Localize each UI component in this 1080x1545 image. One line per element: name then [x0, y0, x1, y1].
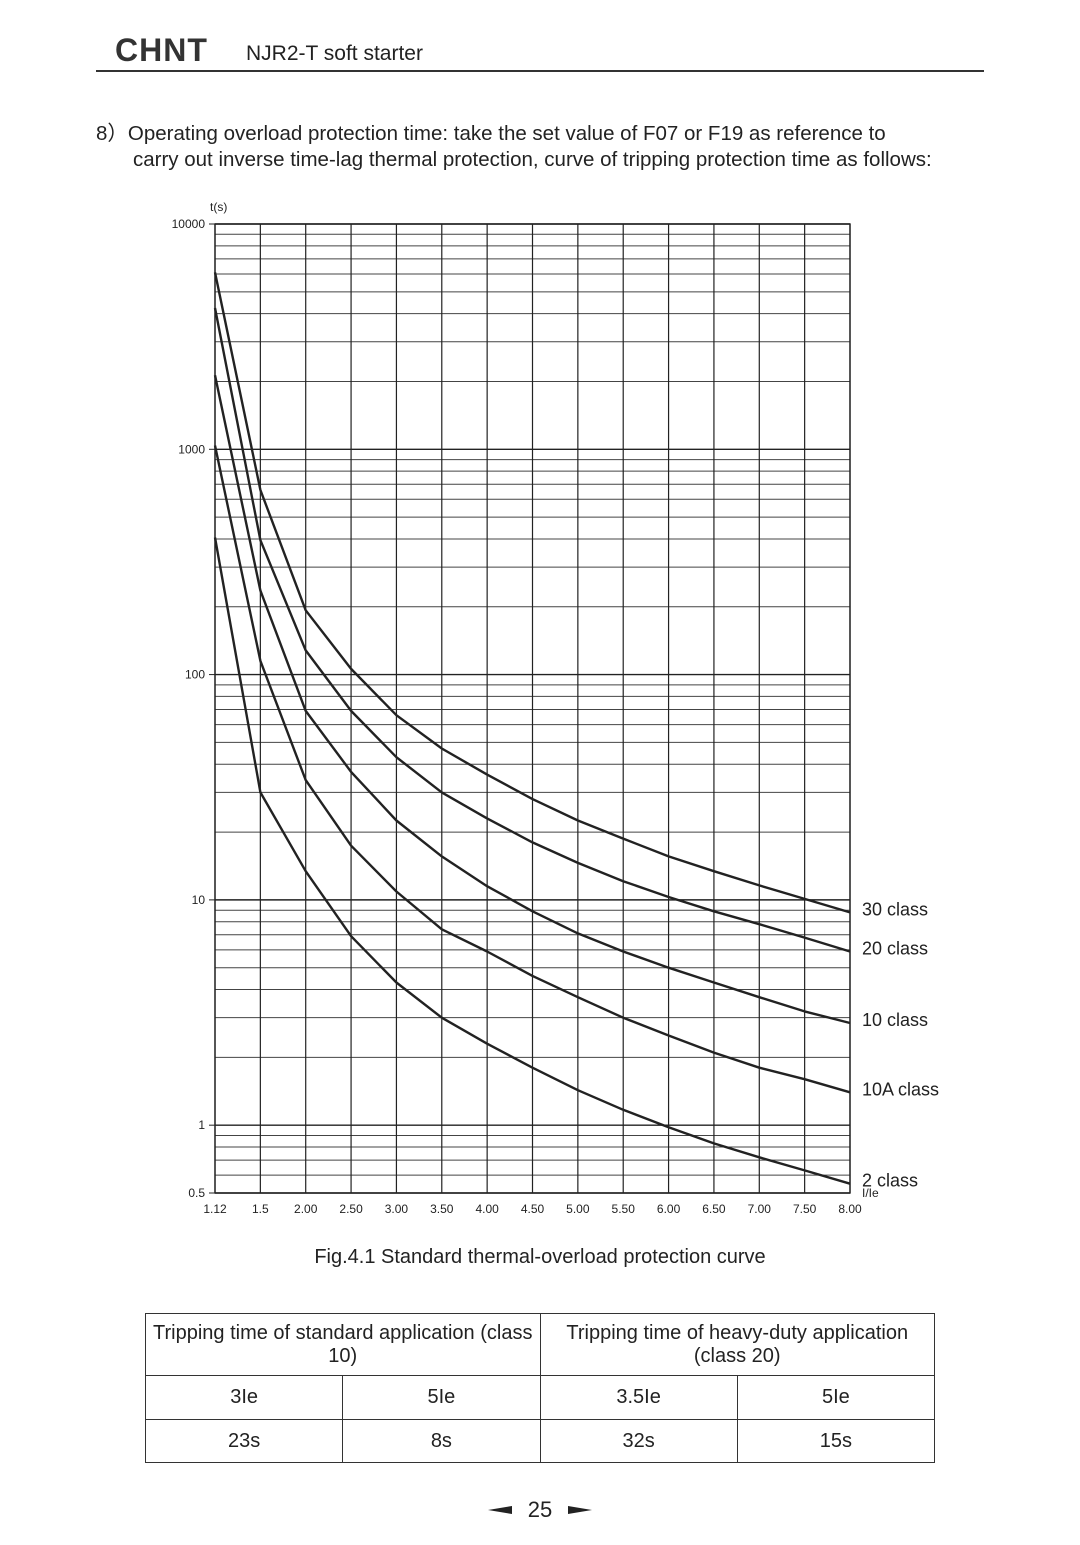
plot-frame	[214, 223, 851, 1194]
x-tick-label: 6.50	[702, 1202, 726, 1216]
x-tick-label: 7.00	[748, 1202, 772, 1216]
table-cell: 5Ie	[736, 1375, 936, 1420]
x-tick-label: 5.00	[566, 1202, 590, 1216]
header-rule	[96, 70, 984, 72]
caption: Fig.4.1 Standard thermal-overload protec…	[314, 1246, 765, 1268]
x-tick-label: 2.50	[339, 1202, 363, 1216]
x-tick-label: 4.00	[475, 1202, 499, 1216]
table-cell: 3.5Ie	[539, 1375, 738, 1420]
x-tick-label: 6.00	[657, 1202, 681, 1216]
table-header: Tripping time of standard application (c…	[145, 1313, 541, 1376]
y-tick-label: 10000	[172, 217, 206, 231]
x-tick-label: 4.50	[521, 1202, 545, 1216]
curve	[213, 307, 851, 953]
chart: t(s) I/Ie Fig.4.1 Standard thermal-overl…	[172, 200, 939, 1268]
table-cell: 15s	[736, 1419, 936, 1463]
paragraph-line: carry out inverse time-lag thermal prote…	[133, 148, 932, 171]
x-tick-label: 8.00	[838, 1202, 862, 1216]
table: Tripping time of standard application (c…	[144, 1313, 936, 1463]
x-tick-label: 3.00	[385, 1202, 409, 1216]
logo: CHNT	[115, 32, 208, 68]
table-cell: 3Ie	[144, 1375, 344, 1420]
y-tick-label: 100	[185, 668, 205, 682]
table-cell: 32s	[539, 1419, 738, 1463]
curve	[213, 375, 851, 1025]
series-label: 10A class	[862, 1079, 939, 1099]
y-tick-label: 0.5	[188, 1186, 205, 1200]
x-tick-label: 3.50	[430, 1202, 454, 1216]
table-cell: 8s	[342, 1419, 541, 1463]
page-number-text: 25	[528, 1497, 552, 1522]
y-tick-label: 10	[192, 893, 206, 907]
series-label: 2 class	[862, 1171, 918, 1191]
table-header: Tripping time of heavy-duty application …	[539, 1313, 935, 1376]
series-label: 10 class	[862, 1010, 928, 1030]
y-tick-label: 1000	[178, 442, 205, 456]
series-label: 30 class	[862, 899, 928, 919]
y-tick-label: 1	[198, 1118, 205, 1132]
x-axis-label: I/Ie	[862, 1186, 879, 1200]
y-axis-label: t(s)	[210, 200, 227, 214]
x-tick-label: 1.12	[203, 1202, 227, 1216]
curve	[213, 537, 851, 1185]
table-cell: 5Ie	[342, 1375, 541, 1420]
curve	[213, 445, 851, 1094]
page-number: 25	[488, 1497, 592, 1522]
x-tick-label: 1.5	[252, 1202, 269, 1216]
arrow	[568, 1506, 592, 1514]
x-tick-label: 5.50	[612, 1202, 636, 1216]
header-title: NJR2-T soft starter	[246, 42, 423, 65]
paragraph-line: 8）Operating overload protection time: ta…	[96, 122, 886, 145]
arrow	[488, 1506, 512, 1514]
x-tick-label: 7.50	[793, 1202, 817, 1216]
curve	[213, 272, 851, 914]
x-tick-label: 2.00	[294, 1202, 318, 1216]
series-label: 20 class	[862, 939, 928, 959]
table-cell: 23s	[144, 1419, 344, 1463]
